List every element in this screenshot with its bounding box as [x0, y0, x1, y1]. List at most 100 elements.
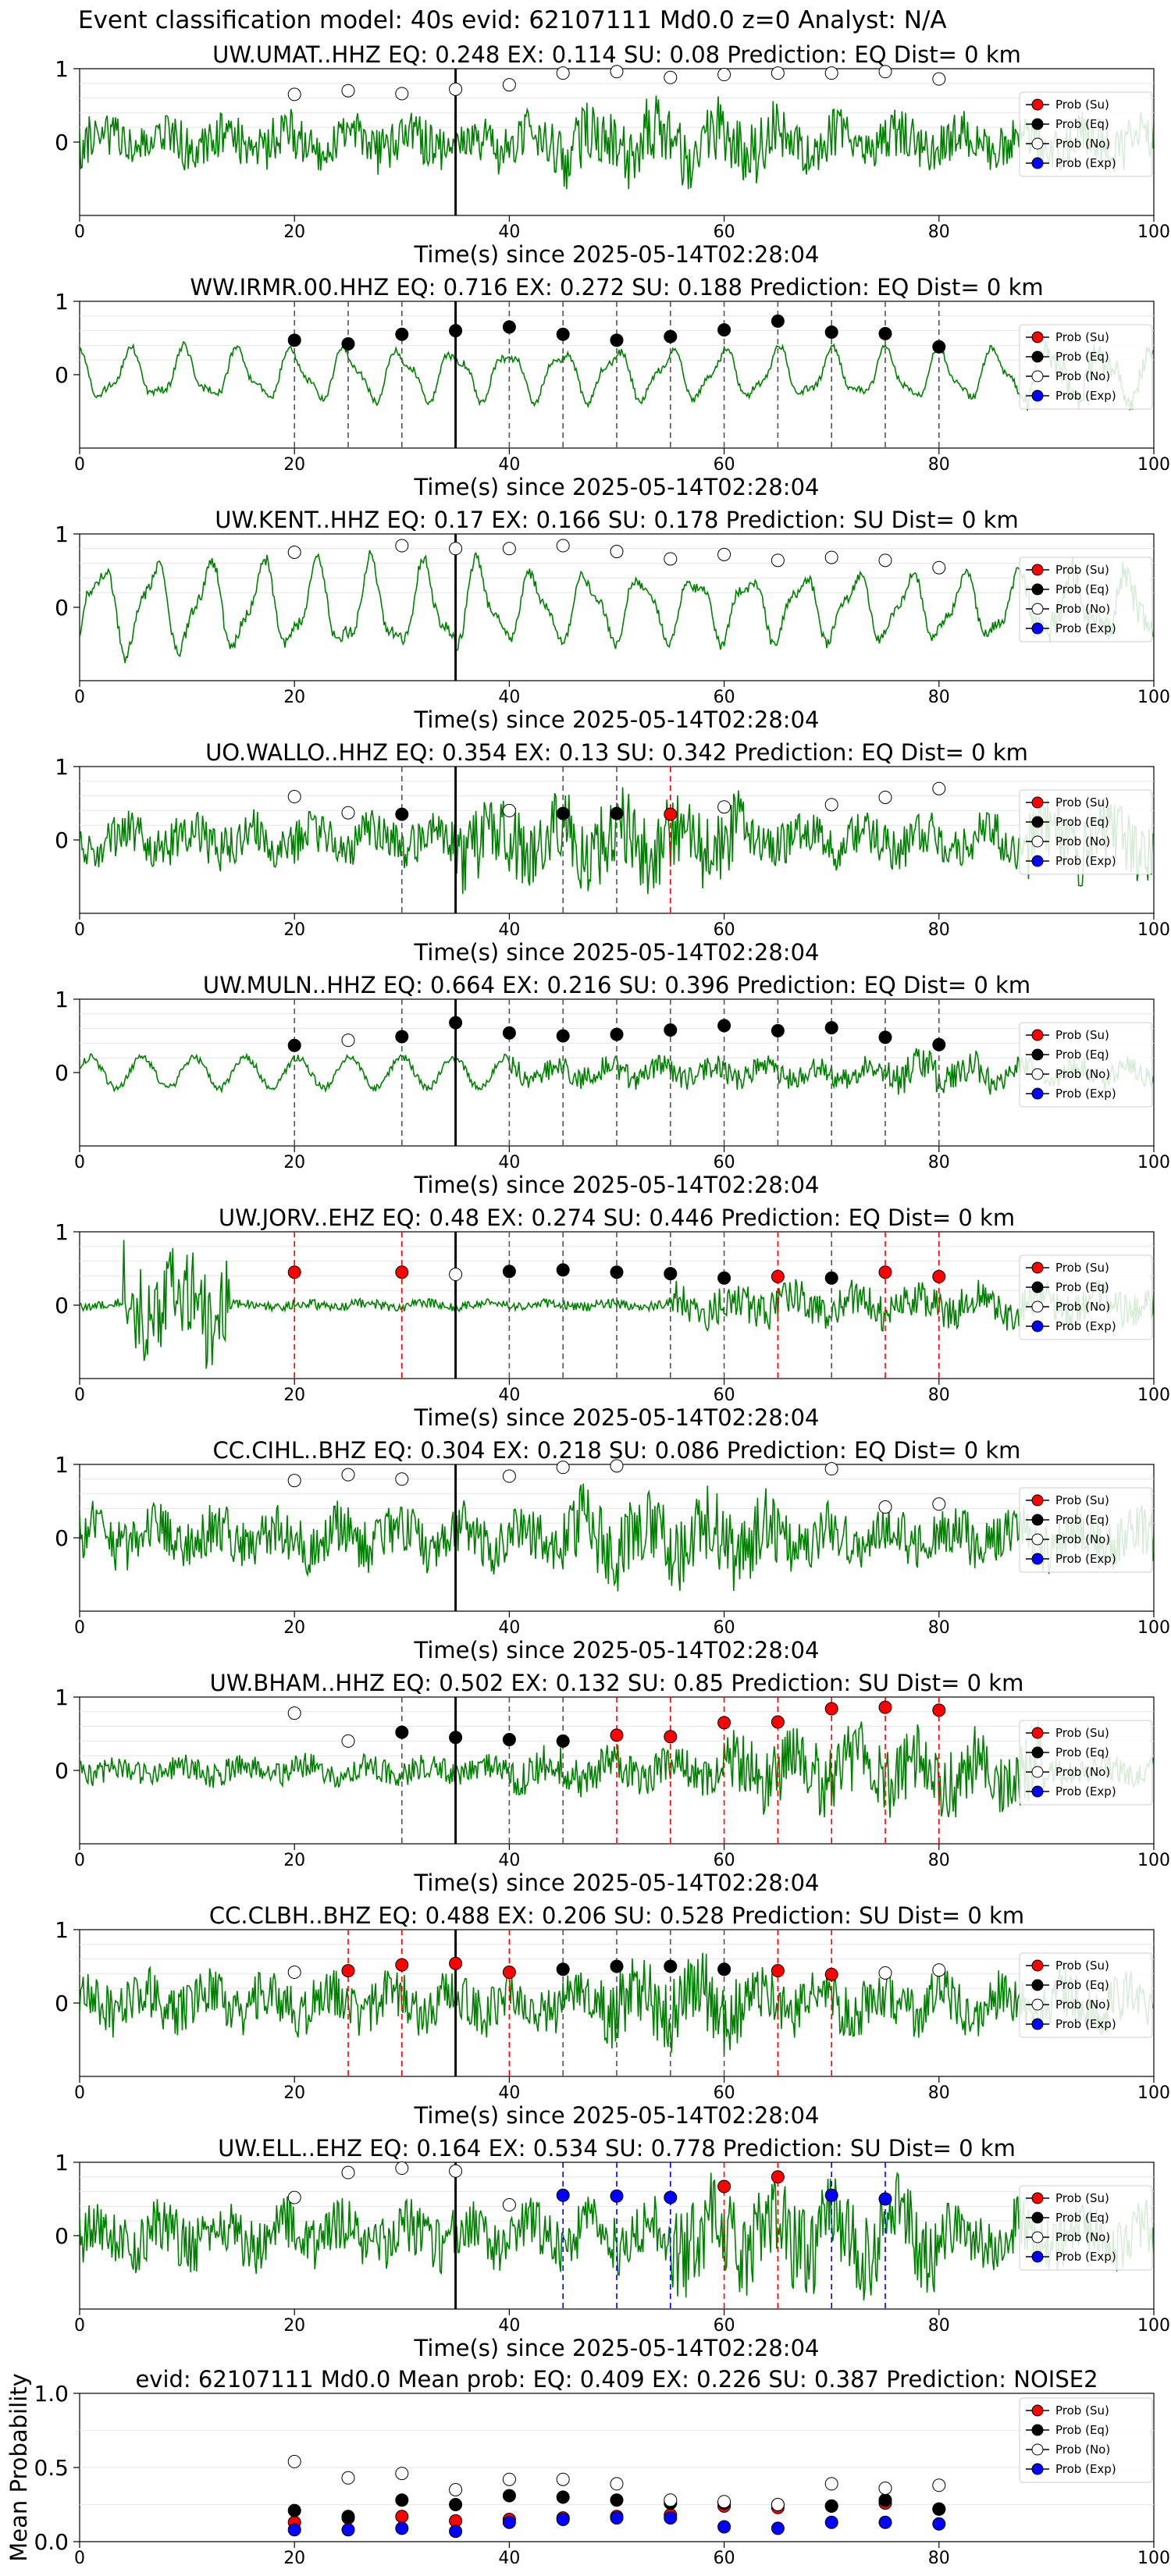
- prob-marker-eq: [449, 1731, 463, 1745]
- prob-marker-su: [771, 1964, 785, 1978]
- x-axis-label: Time(s) since 2025-05-14T02:28:04: [414, 939, 820, 966]
- figure-title: Event classification model: 40s evid: 62…: [78, 6, 947, 34]
- legend-marker: [1031, 1048, 1044, 1061]
- x-tick-label: 40: [498, 2549, 520, 2568]
- y-tick-label: 0.0: [34, 2529, 69, 2555]
- prob-marker-no: [824, 66, 838, 80]
- station-panel: UO.WALLO..HHZ EQ: 0.354 EX: 0.13 SU: 0.3…: [55, 739, 1170, 966]
- prob-marker-exp: [556, 2188, 570, 2202]
- y-tick-label: 0.5: [34, 2455, 69, 2481]
- legend-label: Prob (No): [1055, 2230, 1110, 2244]
- y-tick-label: 1: [55, 1219, 69, 1245]
- mean-prob-marker-exp: [287, 2523, 301, 2537]
- mean-prob-marker-exp: [664, 2511, 678, 2525]
- x-tick-label: 60: [714, 2316, 735, 2336]
- legend-label: Prob (No): [1055, 1765, 1110, 1779]
- legend-marker: [1031, 1553, 1044, 1565]
- prob-marker-no: [932, 781, 946, 795]
- legend-label: Prob (Exp): [1055, 389, 1116, 403]
- prob-marker-no: [287, 1474, 301, 1488]
- mean-prob-marker-eq: [502, 2489, 516, 2503]
- legend: Prob (Su) Prob (Eq) Prob (No) Prob (Exp): [1019, 324, 1153, 410]
- x-tick-label: 80: [928, 2549, 950, 2568]
- plot-area: [79, 68, 1155, 216]
- legend-box: [1019, 1952, 1153, 2038]
- mean-prob-marker-no: [502, 2472, 516, 2486]
- prob-marker-su: [932, 1703, 946, 1717]
- x-tick-label: 20: [283, 2316, 305, 2336]
- prob-marker-eq: [824, 1021, 838, 1035]
- x-tick-label: 0: [74, 1851, 85, 1870]
- legend-label: Prob (Exp): [1055, 1319, 1116, 1333]
- mean-prob-marker-no: [824, 2477, 838, 2491]
- x-tick-label: 0: [74, 2316, 85, 2336]
- station-panel: UW.KENT..HHZ EQ: 0.17 EX: 0.166 SU: 0.17…: [55, 507, 1170, 733]
- mean-prob-marker-no: [449, 2483, 463, 2496]
- prob-marker-eq: [395, 1030, 409, 1044]
- x-axis-label: Time(s) since 2025-05-14T02:28:04: [414, 2335, 820, 2361]
- legend-marker: [1031, 390, 1044, 402]
- legend-box: [1019, 1022, 1153, 1108]
- x-tick-label: 20: [283, 2549, 305, 2568]
- x-tick-label: 80: [928, 2083, 950, 2103]
- panel-title: CC.CLBH..BHZ EQ: 0.488 EX: 0.206 SU: 0.5…: [209, 1902, 1024, 1929]
- x-axis-label: Time(s) since 2025-05-14T02:28:04: [414, 1404, 820, 1431]
- legend-label: Prob (Exp): [1055, 2462, 1116, 2476]
- prob-marker-eq: [395, 1725, 409, 1739]
- legend-label: Prob (Eq): [1055, 1513, 1109, 1527]
- y-tick-label: 1: [55, 289, 69, 315]
- mean-prob-marker-no: [395, 2467, 409, 2481]
- prob-marker-su: [771, 1715, 785, 1729]
- legend-marker: [1031, 835, 1044, 848]
- prob-marker-su: [717, 2179, 731, 2194]
- x-tick-label: 80: [928, 1153, 950, 1172]
- panel-title: UW.BHAM..HHZ EQ: 0.502 EX: 0.132 SU: 0.8…: [210, 1670, 1024, 1696]
- mean-prob-marker-eq: [610, 2493, 624, 2507]
- y-tick-label: 0: [55, 2223, 69, 2249]
- legend-marker: [1031, 622, 1044, 635]
- prob-marker-no: [878, 790, 892, 804]
- y-tick-label: 1: [55, 754, 69, 780]
- x-tick-label: 80: [928, 222, 950, 242]
- y-tick-label: 0: [55, 1991, 69, 2016]
- prob-marker-eq: [449, 1016, 463, 1030]
- prob-marker-no: [664, 552, 678, 566]
- prob-marker-no: [824, 550, 838, 564]
- legend-marker: [1031, 1785, 1044, 1798]
- prob-marker-su: [287, 1265, 301, 1279]
- legend-marker: [1031, 1494, 1044, 1507]
- x-tick-label: 0: [74, 455, 85, 475]
- y-tick-label: 0: [55, 827, 69, 853]
- prob-marker-su: [341, 1964, 355, 1978]
- legend-label: Prob (Su): [1055, 563, 1109, 577]
- prob-marker-no: [717, 68, 731, 82]
- x-tick-label: 20: [283, 455, 305, 475]
- legend-label: Prob (Eq): [1055, 350, 1109, 364]
- legend-label: Prob (No): [1055, 369, 1110, 383]
- prob-marker-no: [932, 1963, 946, 1977]
- mean-prob-marker-exp: [556, 2513, 570, 2526]
- prob-marker-no: [932, 72, 946, 86]
- legend-label: Prob (Su): [1055, 2191, 1109, 2205]
- prob-marker-no: [610, 1459, 624, 1473]
- x-tick-label: 0: [74, 222, 85, 242]
- y-tick-label: 1: [55, 987, 69, 1012]
- legend-marker: [1031, 118, 1044, 130]
- legend: Prob (Su) Prob (Eq) Prob (No) Prob (Exp): [1019, 1952, 1153, 2038]
- legend-label: Prob (Exp): [1055, 1552, 1116, 1566]
- waveform-trace: [80, 550, 1154, 664]
- prob-marker-no: [932, 1497, 946, 1511]
- x-axis-label: Time(s) since 2025-05-14T02:28:04: [414, 706, 820, 733]
- y-tick-label: 0: [55, 595, 69, 621]
- legend-box: [1019, 1254, 1153, 1340]
- prob-marker-su: [449, 1956, 463, 1970]
- prob-marker-eq: [717, 1019, 731, 1033]
- x-tick-label: 80: [928, 2316, 950, 2336]
- legend-marker: [1031, 564, 1044, 576]
- legend-label: Prob (Eq): [1055, 1978, 1109, 1992]
- legend-marker: [1031, 1727, 1044, 1739]
- legend-box: [1019, 2185, 1153, 2271]
- mean-prob-marker-eq: [556, 2490, 570, 2504]
- prob-marker-no: [878, 1966, 892, 1980]
